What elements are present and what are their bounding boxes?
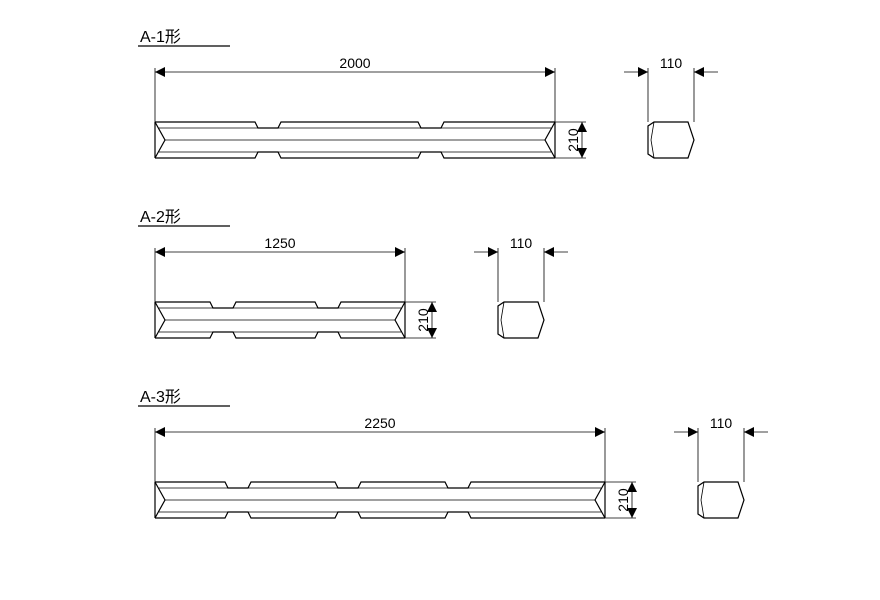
dim-value: 210 (615, 488, 631, 512)
dim-value: 210 (565, 128, 581, 152)
dim-value: 110 (710, 415, 733, 431)
shape-A3: A-3形 2250 210 110 (138, 388, 768, 518)
dim-value: 210 (415, 308, 431, 332)
shape-title: A-1形 (140, 28, 181, 46)
dim-value: 2000 (339, 55, 370, 71)
shape-title: A-3形 (140, 388, 181, 406)
dim-value: 110 (660, 55, 683, 71)
dim-value: 2250 (364, 415, 395, 431)
drawing-canvas: A-1形 2000 210 110 A-2形 1250 210 110 A-3形 2250 210 1… (0, 0, 880, 600)
shape-title: A-2形 (140, 208, 181, 226)
dim-value: 1250 (264, 235, 295, 251)
dim-value: 110 (510, 235, 533, 251)
shape-A2: A-2形 1250 210 110 (138, 208, 568, 338)
shape-A1: A-1形 2000 210 110 (138, 28, 718, 158)
